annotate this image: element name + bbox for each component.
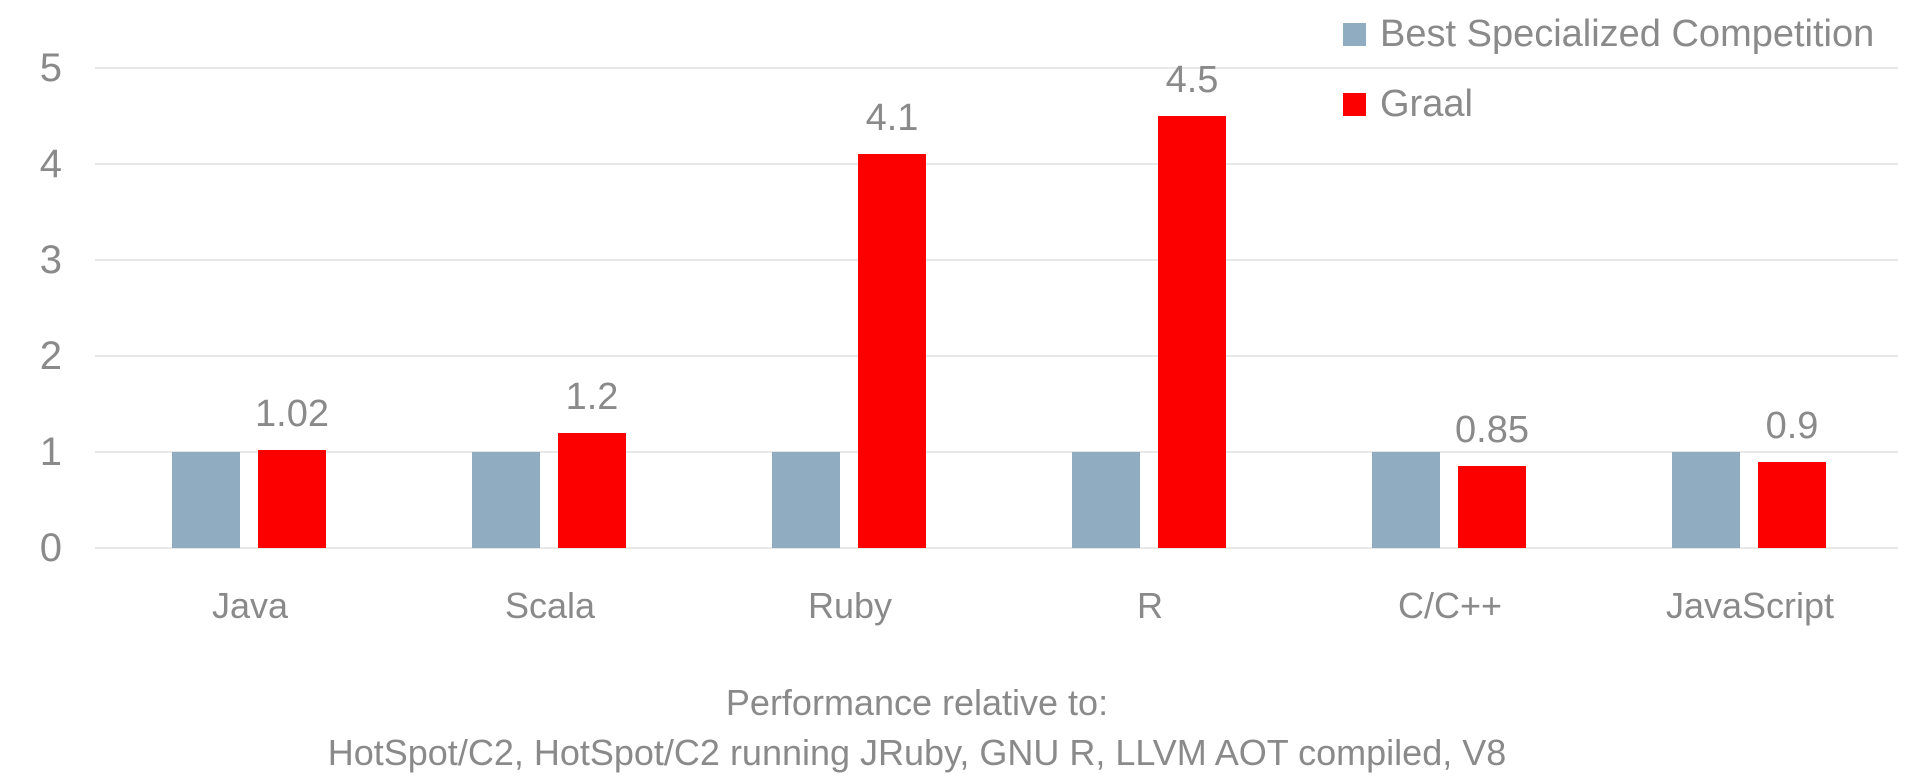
bar-value-label-c-c: 0.85 (1455, 409, 1529, 451)
bar-value-label-javascript: 0.9 (1765, 405, 1819, 447)
gridline-y-3 (95, 259, 1898, 261)
y-axis-tick-label-0: 0 (39, 526, 62, 570)
bar-best-specialized-competition-r (1072, 452, 1140, 548)
x-axis-label-c-c: C/C++ (1397, 585, 1503, 626)
legend: Best Specialized Competition Graal (1343, 12, 1874, 152)
y-axis-tick-label-5: 5 (39, 46, 62, 90)
caption-line-1: Performance relative to: (725, 682, 1109, 723)
x-axis-label-java: Java (211, 585, 289, 626)
x-axis-label-ruby: Ruby (807, 585, 893, 626)
x-axis-label-javascript: JavaScript (1665, 585, 1835, 626)
bar-value-label-scala: 1.2 (565, 376, 619, 418)
chart-caption: Performance relative to: HotSpot/C2, Hot… (0, 678, 1834, 778)
gridline-y-2 (95, 355, 1898, 357)
bar-graal-ruby (858, 154, 926, 548)
gridline-y-5 (95, 67, 1898, 69)
bar-best-specialized-competition-c-c (1372, 452, 1440, 548)
bar-graal-c-c (1458, 466, 1526, 548)
bar-graal-javascript (1758, 462, 1826, 548)
gridline-y-0 (95, 547, 1898, 549)
y-axis-tick-label-2: 2 (39, 334, 62, 378)
legend-swatch-best-specialized-competition-icon (1343, 22, 1366, 46)
y-axis-tick-label-3: 3 (39, 238, 62, 282)
bar-graal-java (258, 450, 326, 548)
legend-swatch-graal-icon (1343, 92, 1366, 116)
caption-line-2: HotSpot/C2, HotSpot/C2 running JRuby, GN… (327, 732, 1507, 773)
x-axis-label-scala: Scala (504, 585, 596, 626)
gridline-y-1 (95, 451, 1898, 453)
bar-best-specialized-competition-scala (472, 452, 540, 548)
bar-best-specialized-competition-javascript (1672, 452, 1740, 548)
bar-value-label-java: 1.02 (255, 393, 329, 435)
legend-label-graal: Graal (1380, 82, 1473, 125)
bar-value-label-r: 4.5 (1165, 59, 1219, 101)
bar-best-specialized-competition-java (172, 452, 240, 548)
legend-item-best-specialized-competition: Best Specialized Competition (1343, 12, 1874, 56)
bar-graal-scala (558, 433, 626, 548)
bar-value-label-ruby: 4.1 (865, 97, 919, 139)
bar-best-specialized-competition-ruby (772, 452, 840, 548)
legend-item-graal: Graal (1343, 82, 1874, 126)
bar-graal-r (1158, 116, 1226, 548)
gridline-y-4 (95, 163, 1898, 165)
legend-label-best-specialized-competition: Best Specialized Competition (1380, 12, 1875, 55)
y-axis-tick-label-1: 1 (39, 430, 62, 474)
y-axis-tick-label-4: 4 (39, 142, 62, 186)
x-axis-label-r: R (1137, 585, 1163, 626)
